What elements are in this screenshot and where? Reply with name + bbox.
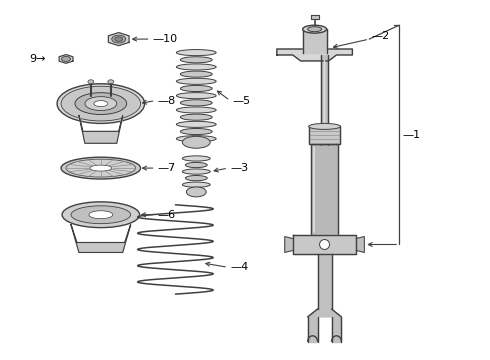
Ellipse shape bbox=[180, 71, 212, 77]
Ellipse shape bbox=[61, 157, 141, 179]
Ellipse shape bbox=[309, 123, 341, 129]
Text: —2: —2 bbox=[371, 31, 390, 41]
Ellipse shape bbox=[89, 211, 113, 219]
Polygon shape bbox=[108, 32, 129, 46]
Polygon shape bbox=[318, 255, 332, 309]
Ellipse shape bbox=[176, 107, 216, 113]
Polygon shape bbox=[356, 237, 365, 252]
Ellipse shape bbox=[66, 159, 136, 177]
Ellipse shape bbox=[88, 80, 94, 84]
Text: 9→: 9→ bbox=[29, 54, 46, 64]
Ellipse shape bbox=[90, 165, 112, 171]
Ellipse shape bbox=[182, 182, 210, 187]
Text: —8: —8 bbox=[157, 96, 176, 105]
Ellipse shape bbox=[186, 187, 206, 197]
Polygon shape bbox=[303, 29, 326, 53]
Polygon shape bbox=[309, 126, 341, 144]
Ellipse shape bbox=[176, 78, 216, 84]
Text: —7: —7 bbox=[157, 163, 176, 173]
Ellipse shape bbox=[180, 85, 212, 91]
Ellipse shape bbox=[71, 206, 131, 224]
Ellipse shape bbox=[182, 169, 210, 174]
Polygon shape bbox=[308, 309, 342, 317]
Ellipse shape bbox=[176, 50, 216, 56]
Polygon shape bbox=[321, 55, 328, 145]
Text: —6: —6 bbox=[157, 210, 175, 220]
Ellipse shape bbox=[185, 175, 207, 181]
Text: —1: —1 bbox=[402, 130, 420, 140]
Ellipse shape bbox=[180, 129, 212, 135]
Ellipse shape bbox=[62, 202, 140, 228]
Ellipse shape bbox=[176, 93, 216, 99]
Polygon shape bbox=[79, 116, 122, 143]
Polygon shape bbox=[332, 317, 342, 342]
Text: —10: —10 bbox=[152, 34, 178, 44]
Ellipse shape bbox=[182, 136, 210, 148]
Ellipse shape bbox=[303, 25, 326, 33]
Ellipse shape bbox=[108, 80, 114, 84]
Ellipse shape bbox=[319, 239, 329, 249]
Polygon shape bbox=[59, 55, 73, 63]
Ellipse shape bbox=[185, 162, 207, 168]
Ellipse shape bbox=[85, 96, 117, 111]
Ellipse shape bbox=[62, 57, 71, 62]
Ellipse shape bbox=[180, 114, 212, 120]
Ellipse shape bbox=[176, 64, 216, 70]
Text: —3: —3 bbox=[230, 163, 248, 173]
Ellipse shape bbox=[57, 84, 145, 123]
Polygon shape bbox=[277, 49, 352, 61]
Polygon shape bbox=[285, 237, 293, 252]
Ellipse shape bbox=[115, 37, 122, 41]
Ellipse shape bbox=[112, 35, 125, 43]
Text: —5: —5 bbox=[232, 96, 250, 105]
Ellipse shape bbox=[61, 86, 141, 121]
Ellipse shape bbox=[176, 136, 216, 142]
Ellipse shape bbox=[75, 93, 127, 114]
Polygon shape bbox=[293, 235, 356, 255]
Ellipse shape bbox=[308, 27, 321, 32]
Polygon shape bbox=[311, 144, 339, 235]
Ellipse shape bbox=[180, 100, 212, 106]
Text: —4: —4 bbox=[230, 262, 248, 272]
Polygon shape bbox=[71, 225, 131, 252]
Ellipse shape bbox=[180, 57, 212, 63]
Ellipse shape bbox=[176, 121, 216, 127]
Polygon shape bbox=[311, 15, 319, 19]
Ellipse shape bbox=[94, 100, 108, 107]
Polygon shape bbox=[308, 317, 318, 342]
Ellipse shape bbox=[182, 156, 210, 161]
